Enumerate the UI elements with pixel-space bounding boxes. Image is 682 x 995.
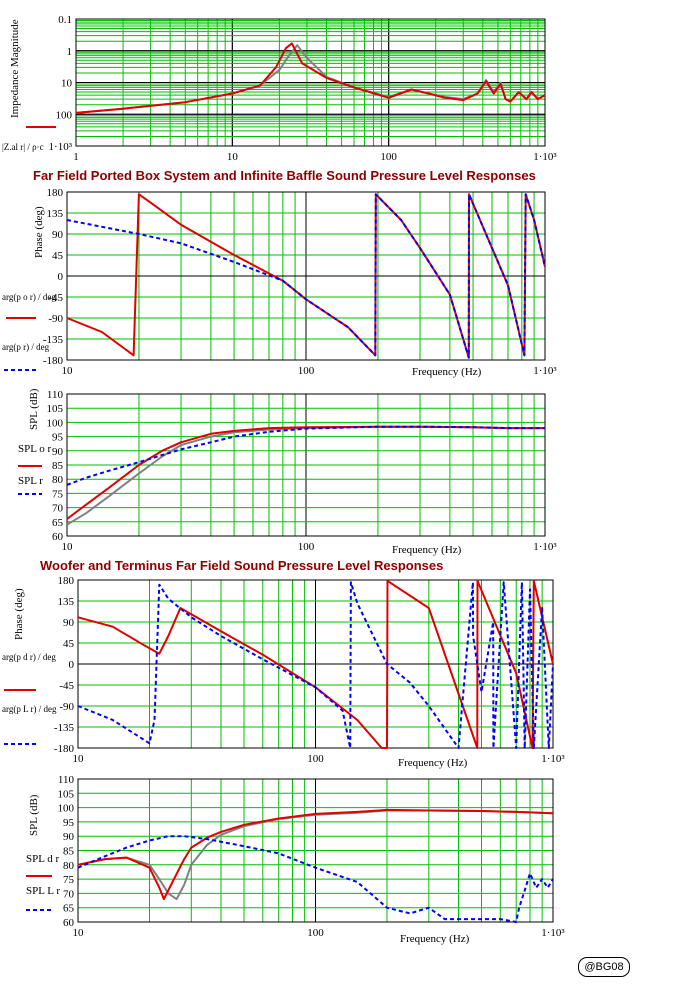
y-tick-label: 90: [63, 831, 75, 843]
y-tick-label: -180: [54, 743, 75, 755]
plot-frame: [77, 778, 554, 923]
y-tick-label: -135: [54, 722, 75, 734]
legend-phase2-red: arg(p d r) / deg: [2, 652, 56, 662]
y-tick-label: 65: [52, 517, 64, 529]
y-tick-label: 105: [58, 788, 75, 800]
x-tick-label: 1: [73, 151, 79, 163]
x-tick-label: 1·10³: [533, 151, 557, 163]
y-tick-label: 95: [63, 817, 75, 829]
y-tick-label: 60: [52, 531, 64, 543]
x-tick-label: 100: [298, 541, 315, 553]
y-tick-label: -45: [59, 680, 74, 692]
series-red: [77, 808, 554, 901]
x-title-phase2: Frequency (Hz): [398, 757, 468, 769]
plot-frame: [75, 18, 546, 147]
legend-impedance-label: |Z.al r| / ρ·c: [2, 142, 44, 152]
y-tick-label: 90: [52, 229, 64, 241]
series-blue: [66, 193, 546, 359]
x-tick-label: 1·10³: [533, 541, 557, 553]
y-title-impedance: Impedance Magnitude: [9, 19, 21, 118]
y-title-phase1: Phase (deg): [33, 206, 45, 258]
x-title-phase1: Frequency (Hz): [412, 366, 482, 378]
y-tick-label: 1·10³: [49, 141, 73, 153]
y-title-spl2: SPL (dB): [28, 794, 40, 836]
legend-spl1-blue: SPL r: [18, 475, 43, 487]
y-tick-label: 1: [67, 46, 73, 58]
x-tick-label: 10: [62, 541, 74, 553]
y-tick-label: -180: [43, 355, 64, 367]
y-tick-label: 0: [69, 659, 75, 671]
y-tick-label: 110: [58, 774, 75, 786]
x-tick-label: 100: [307, 927, 324, 939]
y-tick-label: 135: [58, 596, 75, 608]
y-title-phase2: Phase (deg): [13, 588, 25, 640]
y-tick-label: 90: [63, 617, 75, 629]
legend-spl1-red: SPL o r: [18, 443, 52, 455]
y-tick-label: 100: [56, 109, 73, 121]
y-tick-label: -90: [48, 313, 63, 325]
y-tick-label: 0: [58, 271, 64, 283]
y-tick-label: 65: [63, 903, 75, 915]
legend-spl2-blue: SPL L r: [26, 885, 60, 897]
y-tick-label: 180: [47, 187, 64, 199]
y-tick-label: 180: [58, 575, 75, 587]
y-tick-label: 85: [63, 846, 75, 858]
y-tick-label: 135: [47, 208, 64, 220]
y-tick-label: 80: [52, 474, 64, 486]
y-tick-label: 70: [52, 503, 64, 515]
series-red: [75, 42, 546, 114]
y-tick-label: 100: [58, 803, 75, 815]
series-blue: [77, 835, 554, 923]
x-title-spl1: Frequency (Hz): [392, 544, 462, 556]
y-tick-label: 80: [63, 860, 75, 872]
y-tick-label: 75: [52, 488, 64, 500]
y-tick-label: -90: [59, 701, 74, 713]
x-tick-label: 10: [73, 927, 85, 939]
x-tick-label: 100: [298, 365, 315, 377]
y-tick-label: 10: [61, 78, 73, 90]
x-tick-label: 100: [307, 753, 324, 765]
legend-phase1-blue: arg(p r) / deg: [2, 342, 50, 352]
y-tick-label: -45: [48, 292, 63, 304]
x-tick-label: 10: [227, 151, 239, 163]
y-tick-label: 90: [52, 446, 64, 458]
x-tick-label: 100: [380, 151, 397, 163]
y-tick-label: 110: [47, 389, 64, 401]
y-tick-label: 75: [63, 874, 75, 886]
title-woofer: Woofer and Terminus Far Field Sound Pres…: [40, 558, 443, 573]
legend-spl2-red: SPL d r: [26, 853, 60, 865]
y-tick-label: 60: [63, 917, 75, 929]
legend-phase2-blue: arg(p L r) / deg: [2, 704, 57, 714]
y-tick-label: -135: [43, 334, 64, 346]
y-tick-label: 45: [63, 638, 75, 650]
plot-frame: [66, 393, 546, 537]
x-tick-label: 1·10³: [533, 365, 557, 377]
x-tick-label: 1·10³: [541, 753, 565, 765]
y-tick-label: 70: [63, 888, 75, 900]
plot-frame: [66, 191, 546, 361]
x-title-spl2: Frequency (Hz): [400, 933, 470, 945]
y-tick-label: 45: [52, 250, 64, 262]
y-tick-label: 100: [47, 417, 64, 429]
y-title-spl1: SPL (dB): [28, 388, 40, 430]
y-tick-label: 0.1: [58, 14, 72, 26]
copyright-badge: @BG08: [578, 957, 630, 977]
series-blue: [66, 425, 545, 486]
x-tick-label: 10: [62, 365, 74, 377]
x-tick-label: 10: [73, 753, 85, 765]
y-tick-label: 95: [52, 432, 64, 444]
title-ported: Far Field Ported Box System and Infinite…: [33, 168, 536, 183]
x-tick-label: 1·10³: [541, 927, 565, 939]
series-blue: [77, 581, 554, 749]
y-tick-label: 105: [47, 403, 64, 415]
y-tick-label: 85: [52, 460, 64, 472]
legend-phase1-red: arg(p o r) / deg: [2, 292, 56, 302]
